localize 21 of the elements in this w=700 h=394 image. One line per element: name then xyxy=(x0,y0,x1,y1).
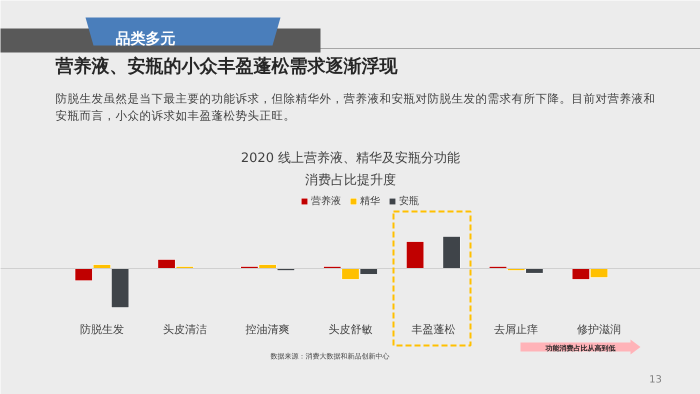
text: 13 xyxy=(649,374,662,386)
chart-title: 2020 线上营养液、精华及安瓶分功能 xyxy=(240,150,460,166)
legend-label: 安瓶 xyxy=(399,194,419,208)
bar xyxy=(111,268,130,308)
x-tick-label: 修护滋润 xyxy=(577,323,622,336)
x-tick-label: 去屑止痒 xyxy=(494,323,538,336)
text: 品类多元 xyxy=(116,30,176,48)
text: 营养液、安瓶的小众丰盈蓬松需求逐渐浮现 xyxy=(54,56,398,77)
x-tick-label: 头皮清洁 xyxy=(162,323,207,336)
bar xyxy=(74,268,93,281)
x-tick-label: 丰盈蓬松 xyxy=(411,323,456,336)
legend-label: 精华 xyxy=(360,194,380,208)
text: 防脱生发虽然是当下最主要的功能诉求，但除精华外，营养液和安瓶对防脱生发的需求有所下降。目前对营养液和 xyxy=(56,92,656,106)
chart-subtitle: 消费占比提升度 xyxy=(305,172,396,188)
x-tick-label: 控油清爽 xyxy=(246,323,290,336)
bar xyxy=(406,241,424,269)
text: 安瓶而言，小众的诉求如丰盈蓬松势头正旺。 xyxy=(56,108,296,122)
legend-label: 营养液 xyxy=(311,194,341,208)
x-tick-label: 头皮舒敏 xyxy=(328,323,372,336)
bar xyxy=(442,236,460,269)
x-tick-label: 防脱生发 xyxy=(80,323,124,336)
